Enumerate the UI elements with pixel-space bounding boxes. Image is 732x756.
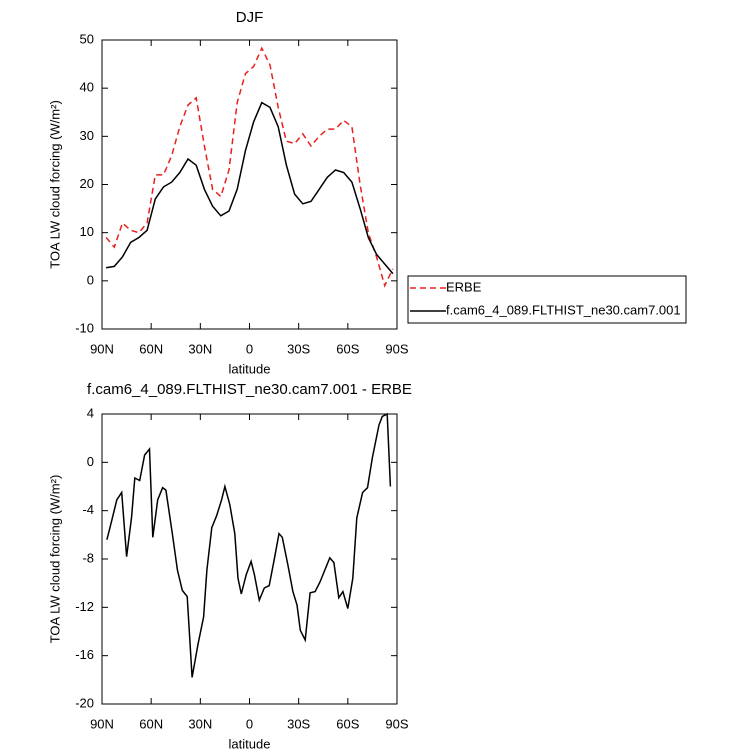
y-tick-label: -10	[75, 320, 94, 335]
legend-box	[407, 275, 687, 324]
x-axis-label: latitude	[229, 736, 271, 751]
y-tick-label: -4	[82, 502, 94, 517]
chart-title: f.cam6_4_089.FLTHIST_ne30.cam7.001 - ERB…	[87, 381, 412, 398]
y-axis-label: TOA LW cloud forcing (W/m²)	[47, 100, 62, 269]
x-tick-label: 90S	[385, 716, 408, 731]
x-tick-label: 60N	[139, 716, 163, 731]
legend-label: ERBE	[446, 279, 482, 294]
y-tick-label: -8	[82, 550, 94, 565]
x-tick-label: 60N	[139, 341, 163, 356]
x-tick-label: 90S	[385, 341, 408, 356]
x-tick-label: 60S	[336, 341, 359, 356]
y-tick-label: 4	[87, 405, 94, 420]
x-axis-label: latitude	[229, 361, 271, 376]
series-line	[105, 101, 394, 275]
x-tick-label: 30S	[287, 341, 310, 356]
x-tick-label: 90N	[90, 716, 114, 731]
y-tick-label: -12	[75, 599, 94, 614]
y-tick-label: 20	[80, 176, 94, 191]
plot-frame	[101, 413, 398, 705]
chart-title: DJF	[236, 9, 264, 26]
x-tick-label: 0	[246, 716, 253, 731]
y-tick-label: -16	[75, 647, 94, 662]
y-axis-label: TOA LW cloud forcing (W/m²)	[47, 475, 62, 644]
x-tick-label: 0	[246, 341, 253, 356]
series-line	[106, 412, 392, 678]
y-tick-label: 0	[87, 272, 94, 287]
y-tick-label: -20	[75, 695, 94, 710]
x-tick-label: 30S	[287, 716, 310, 731]
x-tick-label: 90N	[90, 341, 114, 356]
series-line	[105, 46, 394, 288]
y-tick-label: 30	[80, 128, 94, 143]
legend-label: f.cam6_4_089.FLTHIST_ne30.cam7.001	[446, 302, 681, 317]
y-tick-label: 40	[80, 80, 94, 95]
y-tick-label: 10	[80, 224, 94, 239]
x-tick-label: 30N	[188, 341, 212, 356]
x-tick-label: 60S	[336, 716, 359, 731]
x-tick-label: 30N	[188, 716, 212, 731]
y-tick-label: 0	[87, 454, 94, 469]
y-tick-label: 50	[80, 31, 94, 46]
